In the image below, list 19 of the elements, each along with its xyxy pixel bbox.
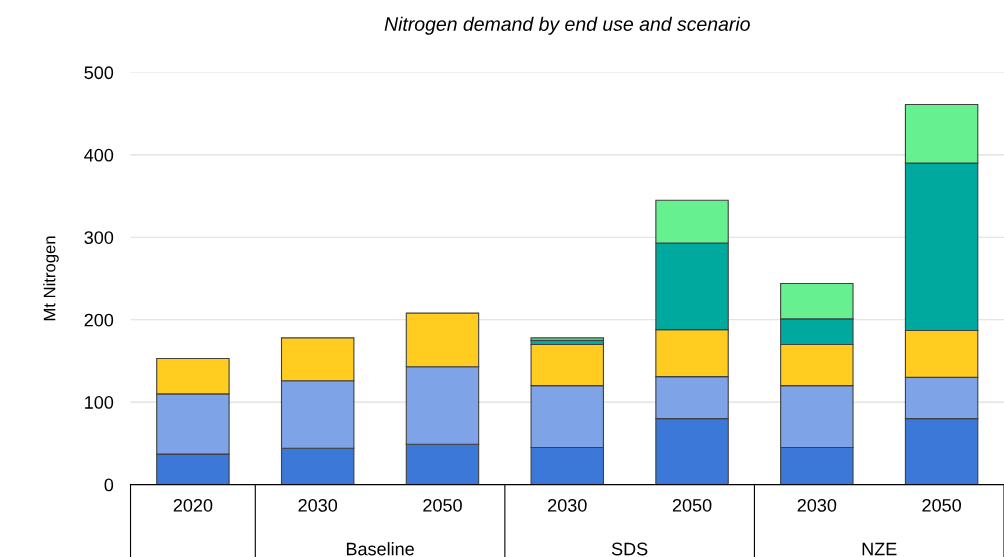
text: Baseline	[346, 542, 414, 556]
x-tick-label: 2020	[173, 498, 213, 512]
y-tick-label: 400	[84, 148, 114, 162]
x-tick-label: 2050	[423, 498, 462, 512]
y-tick-label: 200	[84, 313, 114, 327]
y-tick-label: 100	[85, 396, 114, 409]
x-tick-label: 2050	[922, 498, 961, 512]
x-tick-label: 2050	[672, 498, 712, 512]
chart-title: Nitrogen demand by end use and scenario	[384, 16, 750, 35]
x-tick-label: 2030	[797, 498, 837, 512]
y-axis-title: Mt Nitrogen	[43, 236, 59, 321]
x-tick-label: 2030	[548, 498, 587, 512]
bar	[530, 337, 605, 341]
y-tick-label: 0	[104, 478, 114, 492]
y-tick-label: 500	[84, 66, 114, 80]
x-tick-label: 2030	[298, 498, 338, 512]
text: SDS	[611, 542, 648, 556]
text: NZE	[862, 542, 897, 556]
y-tick-label: 300	[84, 231, 114, 244]
